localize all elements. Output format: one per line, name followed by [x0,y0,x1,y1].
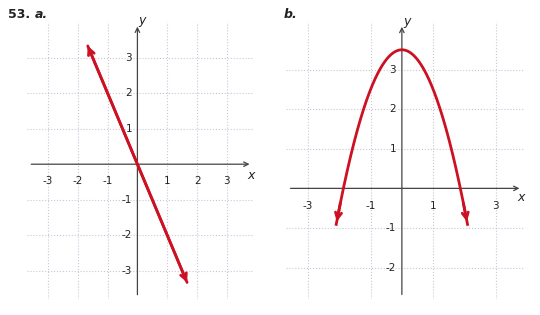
Text: -2: -2 [72,175,83,186]
Text: -3: -3 [122,266,132,276]
Text: -1: -1 [122,195,132,205]
Text: -1: -1 [386,223,396,233]
Text: y: y [403,15,410,28]
Text: 1: 1 [125,124,132,134]
Text: 1: 1 [390,144,396,154]
Text: 2: 2 [194,175,200,186]
Text: 2: 2 [390,104,396,114]
Text: -2: -2 [122,230,132,240]
Text: 2: 2 [125,88,132,98]
Text: 3: 3 [125,53,132,63]
Text: 3: 3 [492,201,499,211]
Text: 53.: 53. [8,8,30,21]
Text: -3: -3 [43,175,53,186]
Text: a.: a. [35,8,48,21]
Text: 3: 3 [224,175,230,186]
Text: -2: -2 [386,263,396,272]
Text: y: y [138,14,146,27]
Text: x: x [247,169,254,182]
Text: x: x [517,191,524,203]
Text: 1: 1 [430,201,436,211]
Text: -3: -3 [303,201,313,211]
Text: -1: -1 [103,175,113,186]
Text: 3: 3 [390,65,396,75]
Text: 1: 1 [164,175,171,186]
Text: -1: -1 [366,201,376,211]
Text: b.: b. [284,8,297,21]
